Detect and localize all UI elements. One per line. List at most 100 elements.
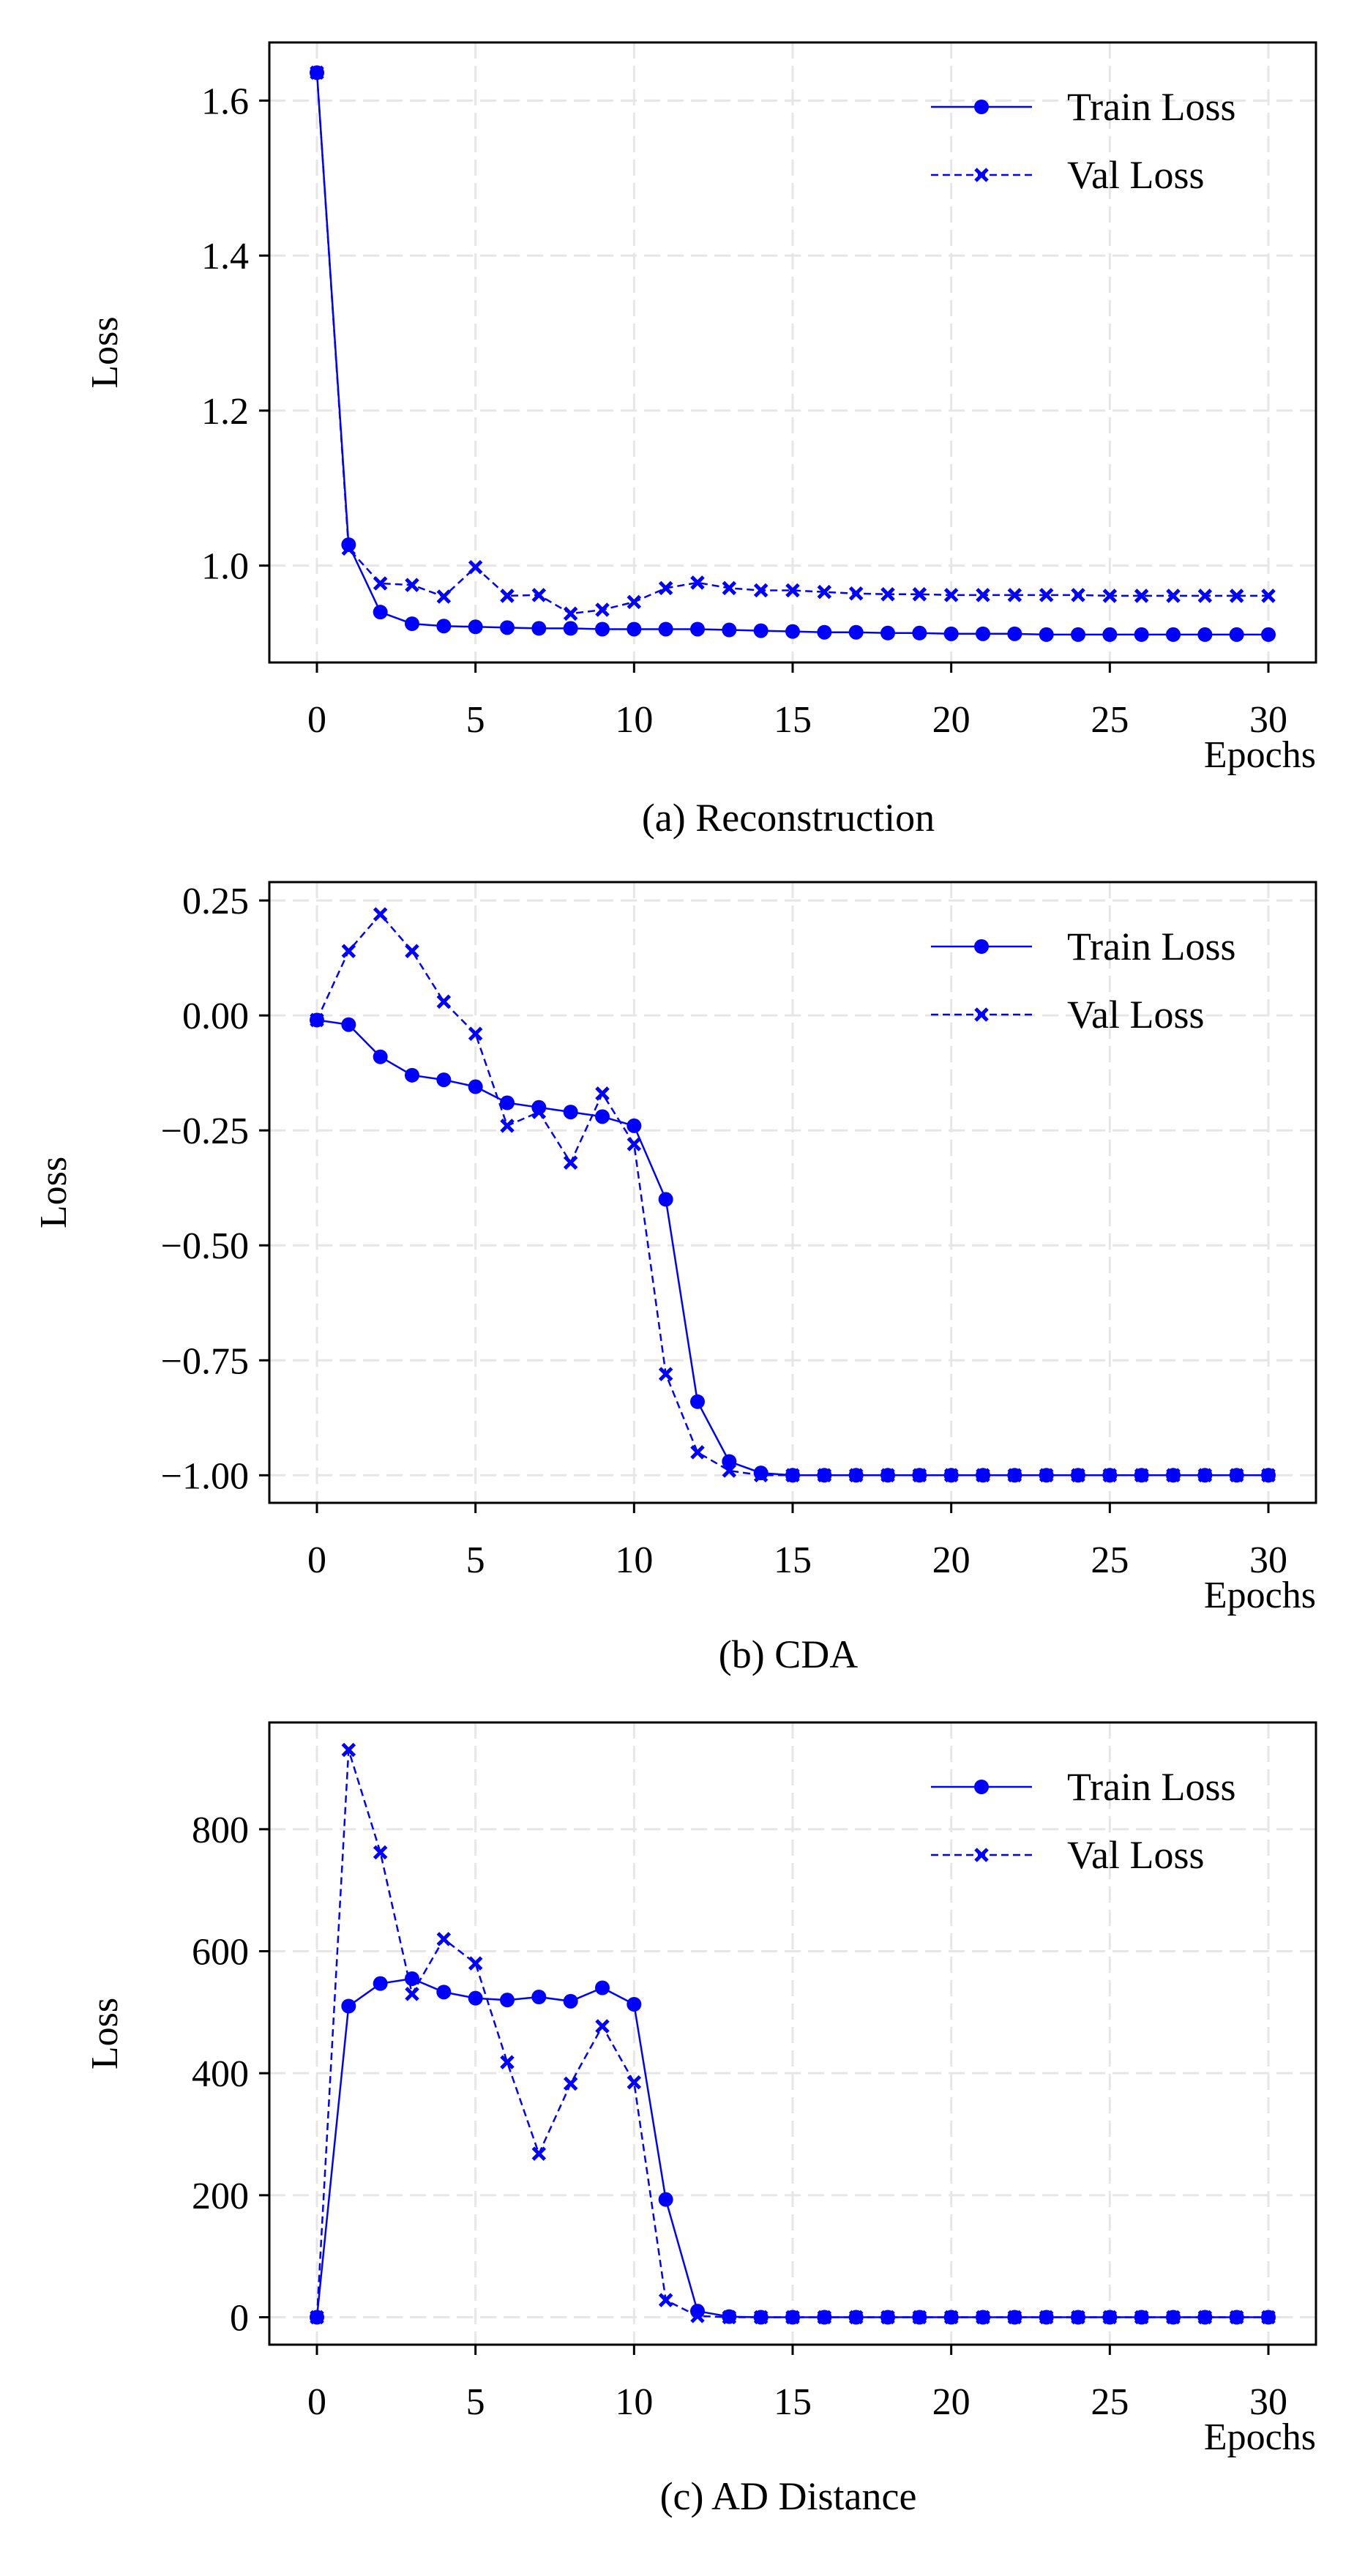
data-point — [1229, 627, 1244, 642]
data-point — [563, 2076, 578, 2091]
data-point — [627, 2075, 642, 2090]
data-point — [722, 580, 737, 596]
data-point — [1261, 589, 1276, 603]
data-point — [817, 1468, 832, 1483]
data-point — [595, 1086, 610, 1101]
data-point — [1166, 2310, 1181, 2325]
data-point — [1261, 2310, 1276, 2325]
data-point — [1007, 626, 1022, 641]
data-point — [1102, 2310, 1118, 2325]
data-point — [848, 624, 864, 640]
data-point — [785, 2310, 800, 2325]
data-point — [1039, 588, 1054, 602]
data-point — [880, 625, 895, 641]
data-point — [690, 1394, 705, 1409]
legend-marker — [974, 1007, 989, 1022]
data-point — [373, 605, 388, 620]
data-point — [468, 1990, 483, 2006]
x-tick-label: 10 — [615, 2381, 653, 2423]
data-point — [658, 1367, 673, 1381]
data-point — [531, 1990, 547, 2004]
y-tick-label: 0 — [230, 2298, 249, 2340]
data-point — [690, 2309, 705, 2323]
data-point — [690, 621, 705, 637]
data-point — [436, 1072, 452, 1088]
data-point — [1071, 1468, 1085, 1483]
y-tick-label: −0.25 — [161, 1110, 249, 1152]
panel-caption: (a) Reconstruction — [642, 796, 935, 840]
y-tick-label: 0.25 — [182, 881, 249, 922]
panel-caption: (c) AD Distance — [660, 2474, 917, 2518]
data-point — [817, 2310, 832, 2325]
x-tick-label: 5 — [466, 1539, 485, 1581]
data-point — [531, 588, 547, 602]
data-point — [500, 2055, 515, 2069]
data-point — [1229, 1468, 1244, 1483]
data-point — [373, 1049, 388, 1064]
data-point — [531, 2146, 547, 2161]
data-point — [1039, 2310, 1054, 2325]
y-tick-label: 1.6 — [201, 81, 249, 122]
data-point — [500, 1993, 515, 2008]
y-tick-label: −1.00 — [161, 1455, 249, 1497]
y-tick-label: 1.2 — [201, 391, 249, 433]
series-val-loss — [310, 1742, 1276, 2325]
y-tick-label: 800 — [192, 1810, 249, 1851]
data-point — [500, 1095, 515, 1110]
data-point — [500, 620, 515, 635]
data-point — [1261, 627, 1276, 642]
data-point — [976, 588, 990, 602]
data-point — [563, 1105, 578, 1120]
legend-label: Train Loss — [1067, 1765, 1236, 1809]
data-point — [785, 583, 800, 598]
data-point — [405, 1067, 419, 1083]
data-point — [436, 589, 452, 604]
x-axis-label: Epochs — [1204, 734, 1316, 776]
x-tick-label: 0 — [307, 699, 326, 741]
data-point — [310, 2310, 324, 2325]
y-tick-label: −0.75 — [161, 1340, 249, 1382]
data-point — [658, 2192, 673, 2207]
data-point — [405, 944, 419, 958]
data-point — [1166, 627, 1181, 642]
legend-label: Train Loss — [1067, 85, 1236, 129]
y-tick-label: 200 — [192, 2176, 249, 2217]
data-point — [658, 621, 673, 637]
data-point — [1039, 1468, 1054, 1483]
y-tick-label: −0.50 — [161, 1225, 249, 1267]
series-val-loss — [310, 65, 1276, 621]
data-point — [1134, 589, 1149, 603]
data-point — [1007, 588, 1022, 602]
data-point — [1229, 589, 1244, 603]
data-point — [1197, 627, 1213, 642]
x-tick-label: 0 — [307, 2381, 326, 2423]
y-tick-label: 600 — [192, 1932, 249, 1974]
legend-marker — [974, 1780, 989, 1794]
data-point — [563, 1155, 578, 1170]
data-point — [373, 1845, 388, 1860]
data-point — [880, 2310, 895, 2325]
data-point — [658, 1192, 673, 1207]
data-point — [785, 624, 800, 639]
chart-panel-2: 0 5 10 15 20 25 30 −1.00 −0.75 −0.50 −0.25 0.00 0.25… — [33, 881, 1317, 1676]
x-tick-label: 20 — [932, 699, 971, 741]
x-tick-label: 30 — [1249, 1539, 1287, 1581]
data-point — [563, 1993, 578, 2009]
data-point — [1134, 627, 1149, 642]
data-point — [627, 1997, 642, 2012]
x-tick-label: 25 — [1091, 699, 1129, 741]
data-point — [563, 621, 578, 636]
x-tick-label: 25 — [1091, 1539, 1129, 1581]
data-point — [880, 587, 895, 602]
data-point — [658, 580, 673, 596]
data-point — [753, 1468, 768, 1483]
legend-label: Val Loss — [1067, 993, 1205, 1037]
data-point — [1007, 2310, 1022, 2325]
data-point — [1134, 2310, 1149, 2325]
data-point — [753, 623, 768, 638]
data-point — [912, 625, 927, 641]
data-point — [943, 1468, 959, 1483]
x-tick-label: 15 — [774, 699, 812, 741]
data-point — [341, 541, 356, 556]
